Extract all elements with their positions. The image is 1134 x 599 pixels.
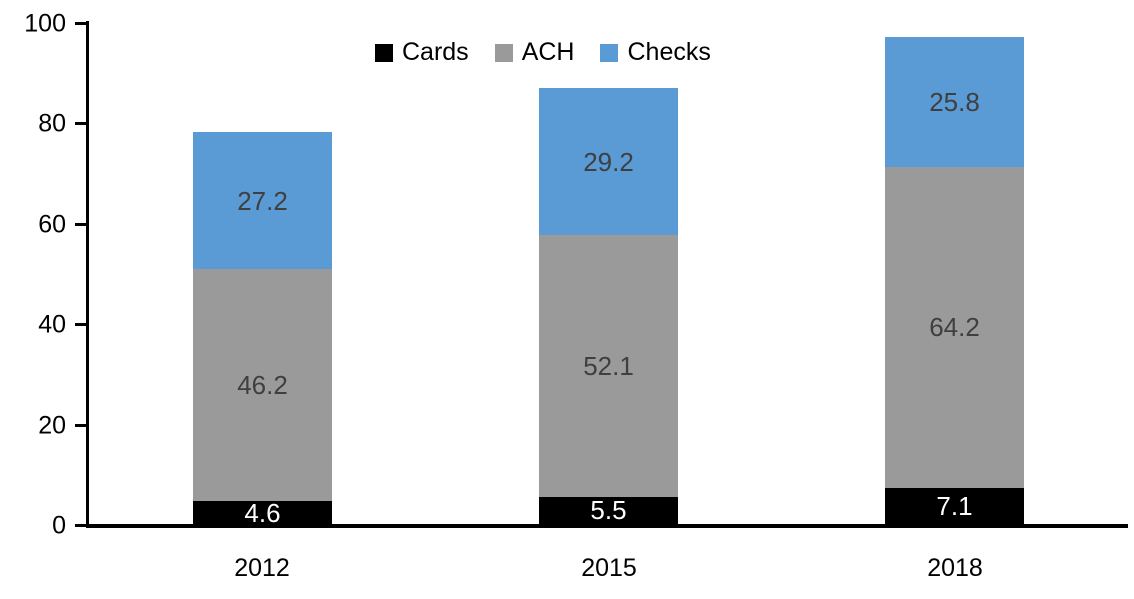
bar-segment-checks-2018: 25.8	[885, 37, 1024, 167]
y-axis-tick	[75, 424, 86, 427]
x-axis-category-label: 2018	[927, 554, 983, 582]
legend-item-checks: Checks	[600, 38, 711, 66]
bar-data-label: 52.1	[583, 351, 634, 381]
legend-item-cards: Cards	[375, 40, 469, 65]
bar-segment-checks-2015: 29.2	[539, 88, 678, 235]
bar-data-label: 29.2	[583, 146, 634, 177]
y-axis-tick-label: 0	[52, 511, 66, 540]
bar-data-label: 64.2	[929, 312, 980, 342]
bar-data-label: 46.2	[237, 370, 288, 400]
y-axis-tick	[75, 323, 86, 326]
y-axis-tick-label: 60	[38, 210, 66, 239]
bar-data-label: 27.2	[237, 185, 288, 216]
y-axis-tick-label: 100	[24, 9, 66, 38]
bar-segment-cards-2012: 4.6	[193, 497, 332, 528]
bar-segment-cards-2018: 7.1	[885, 488, 1024, 524]
bar-data-label: 7.1	[936, 491, 973, 521]
y-axis-tick	[75, 524, 86, 527]
bar-segment-ach-2012: 46.2	[193, 269, 332, 501]
legend-swatch-icon	[494, 43, 513, 62]
y-axis-line	[86, 21, 89, 526]
bar-segment-ach-2018: 64.2	[885, 166, 1024, 488]
bar-data-label: 4.6	[244, 497, 281, 528]
x-axis-category-label: 2015	[581, 554, 637, 582]
bar-segment-ach-2015: 52.1	[539, 235, 678, 497]
chart-legend: Cards ACH Checks	[375, 40, 711, 65]
bar-segment-cards-2015: 5.5	[539, 496, 678, 524]
y-axis-tick-label: 20	[38, 411, 66, 440]
x-axis-line	[86, 524, 1128, 528]
y-axis-tick	[75, 122, 86, 125]
y-axis-tick	[75, 223, 86, 226]
legend-label: ACH	[521, 38, 575, 66]
legend-label: Checks	[627, 38, 711, 66]
y-axis-tick	[75, 22, 86, 25]
bar-segment-checks-2012: 27.2	[193, 132, 332, 269]
bar-data-label: 5.5	[590, 495, 627, 525]
bar-data-label: 25.8	[929, 87, 980, 117]
y-axis-tick-label: 80	[38, 109, 66, 138]
y-axis-tick-label: 40	[38, 310, 66, 339]
x-axis-category-label: 2012	[234, 554, 290, 582]
legend-swatch-icon	[600, 43, 619, 62]
legend-swatch-icon	[375, 43, 393, 62]
legend-item-ach: ACH	[494, 38, 575, 66]
legend-label: Cards	[402, 38, 469, 66]
